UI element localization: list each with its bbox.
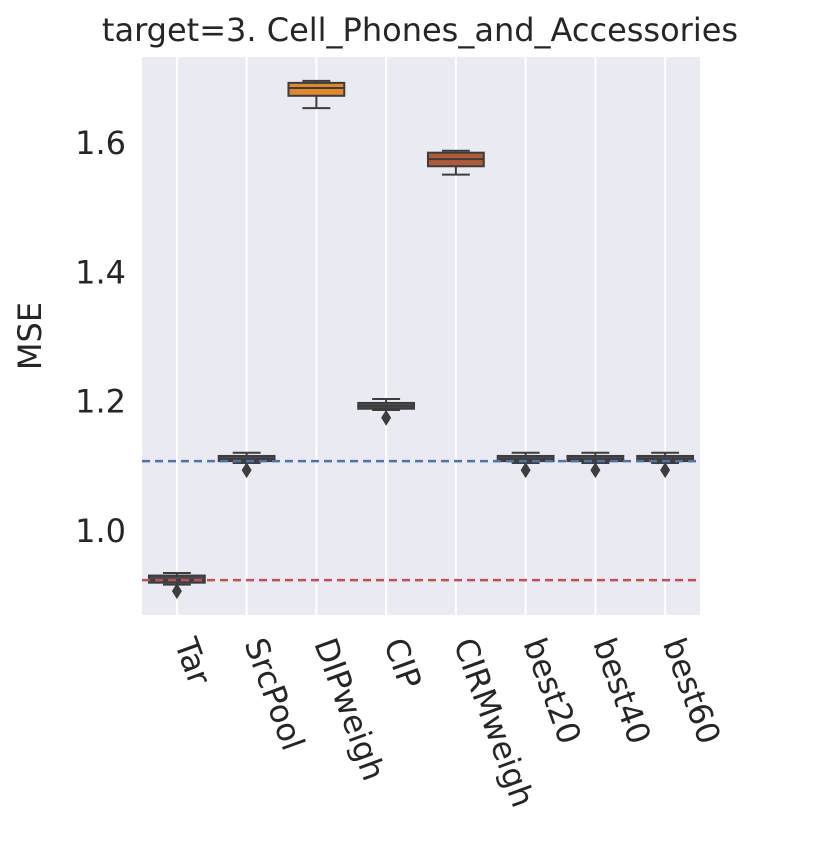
outlier	[590, 462, 601, 479]
chart-title: target=3. Cell_Phones_and_Accessories	[102, 11, 738, 49]
outlier	[520, 462, 531, 479]
box	[287, 81, 346, 97]
y-axis-label: MSE	[11, 302, 49, 370]
x-tick-label: best40	[585, 633, 658, 749]
outlier	[171, 583, 182, 600]
x-tick-label: best60	[655, 633, 728, 749]
outlier	[660, 462, 671, 479]
plot-area	[142, 57, 700, 615]
y-tick-label: 1.0	[75, 512, 126, 550]
y-tick-label: 1.2	[75, 383, 126, 421]
x-tick-label: Tar	[167, 632, 219, 691]
y-tick-label: 1.4	[75, 253, 126, 291]
x-tick-label: best20	[516, 633, 589, 749]
x-tick-label: SrcPool	[237, 633, 313, 756]
outlier	[381, 409, 392, 426]
outlier	[241, 462, 252, 479]
y-tick-label: 1.6	[75, 124, 126, 162]
x-tick-label: CIP	[376, 633, 429, 694]
